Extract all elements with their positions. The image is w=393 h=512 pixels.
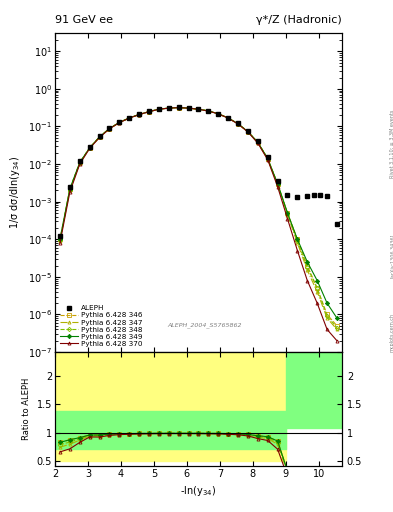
Legend: ALEPH, Pythia 6.428 346, Pythia 6.428 347, Pythia 6.428 348, Pythia 6.428 349, P: ALEPH, Pythia 6.428 346, Pythia 6.428 34… [59,304,144,349]
Y-axis label: Ratio to ALEPH: Ratio to ALEPH [22,378,31,440]
Y-axis label: 1/σ dσ/dln(y$_{34}$): 1/σ dσ/dln(y$_{34}$) [9,156,22,229]
Text: mcplots.cern.ch: mcplots.cern.ch [390,313,393,352]
Text: Rivet 3.1.10; ≥ 3.3M events: Rivet 3.1.10; ≥ 3.3M events [390,109,393,178]
Text: [arXiv:1306.3436]: [arXiv:1306.3436] [390,234,393,278]
Text: 91 GeV ee: 91 GeV ee [55,14,113,25]
X-axis label: -ln(y$_{34}$): -ln(y$_{34}$) [180,484,217,498]
Text: ALEPH_2004_S5765862: ALEPH_2004_S5765862 [167,323,241,328]
Text: γ*/Z (Hadronic): γ*/Z (Hadronic) [256,14,342,25]
